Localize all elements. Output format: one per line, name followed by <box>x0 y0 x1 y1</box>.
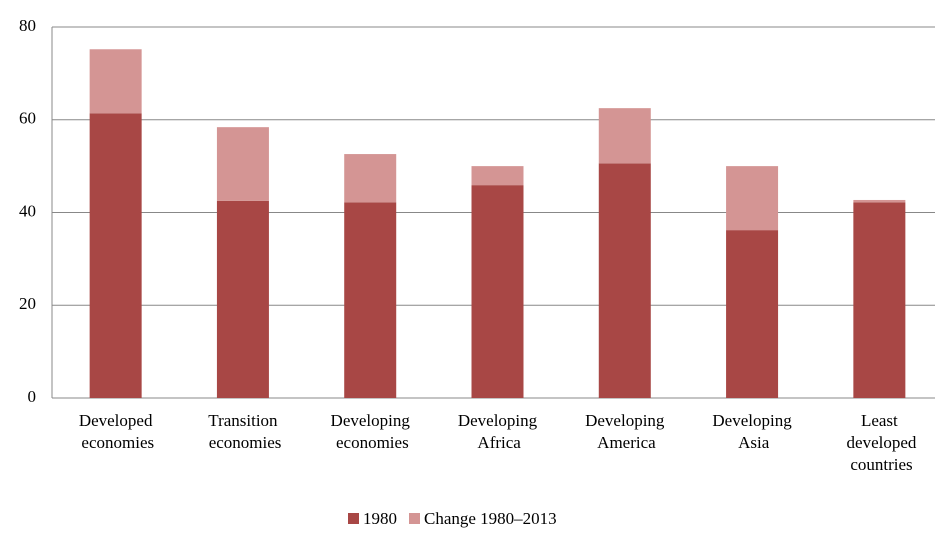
bar <box>853 199 906 203</box>
bar <box>89 49 142 114</box>
x-tick-label: Developing America <box>585 411 665 452</box>
bar <box>853 202 906 398</box>
y-tick-label: 40 <box>19 201 36 220</box>
x-tick-label: Transition economies <box>204 411 281 452</box>
x-tick-label: Developing Africa <box>458 411 538 452</box>
legend-swatch <box>348 513 359 524</box>
legend-label: Change 1980–2013 <box>424 509 557 528</box>
bar <box>344 202 397 398</box>
bar <box>344 154 397 203</box>
y-tick-label: 20 <box>19 294 36 313</box>
bar <box>216 200 269 398</box>
x-tick-label: Developing Asia <box>712 411 792 452</box>
x-tick-label: Least developed countries <box>842 411 917 474</box>
bar <box>89 113 142 398</box>
bar <box>726 166 779 231</box>
legend-label: 1980 <box>363 509 397 528</box>
y-tick-label: 80 <box>19 16 36 35</box>
bar <box>471 185 524 398</box>
x-tick-label: Developed economies <box>77 411 154 452</box>
bar <box>471 166 524 186</box>
legend-swatch <box>409 513 420 524</box>
y-tick-label: 60 <box>19 109 36 128</box>
bar <box>216 127 269 201</box>
bar <box>726 230 779 398</box>
bar <box>598 108 651 164</box>
x-tick-label: Developing economies <box>331 411 411 452</box>
bar <box>598 163 651 398</box>
y-tick-label: 0 <box>28 387 37 406</box>
